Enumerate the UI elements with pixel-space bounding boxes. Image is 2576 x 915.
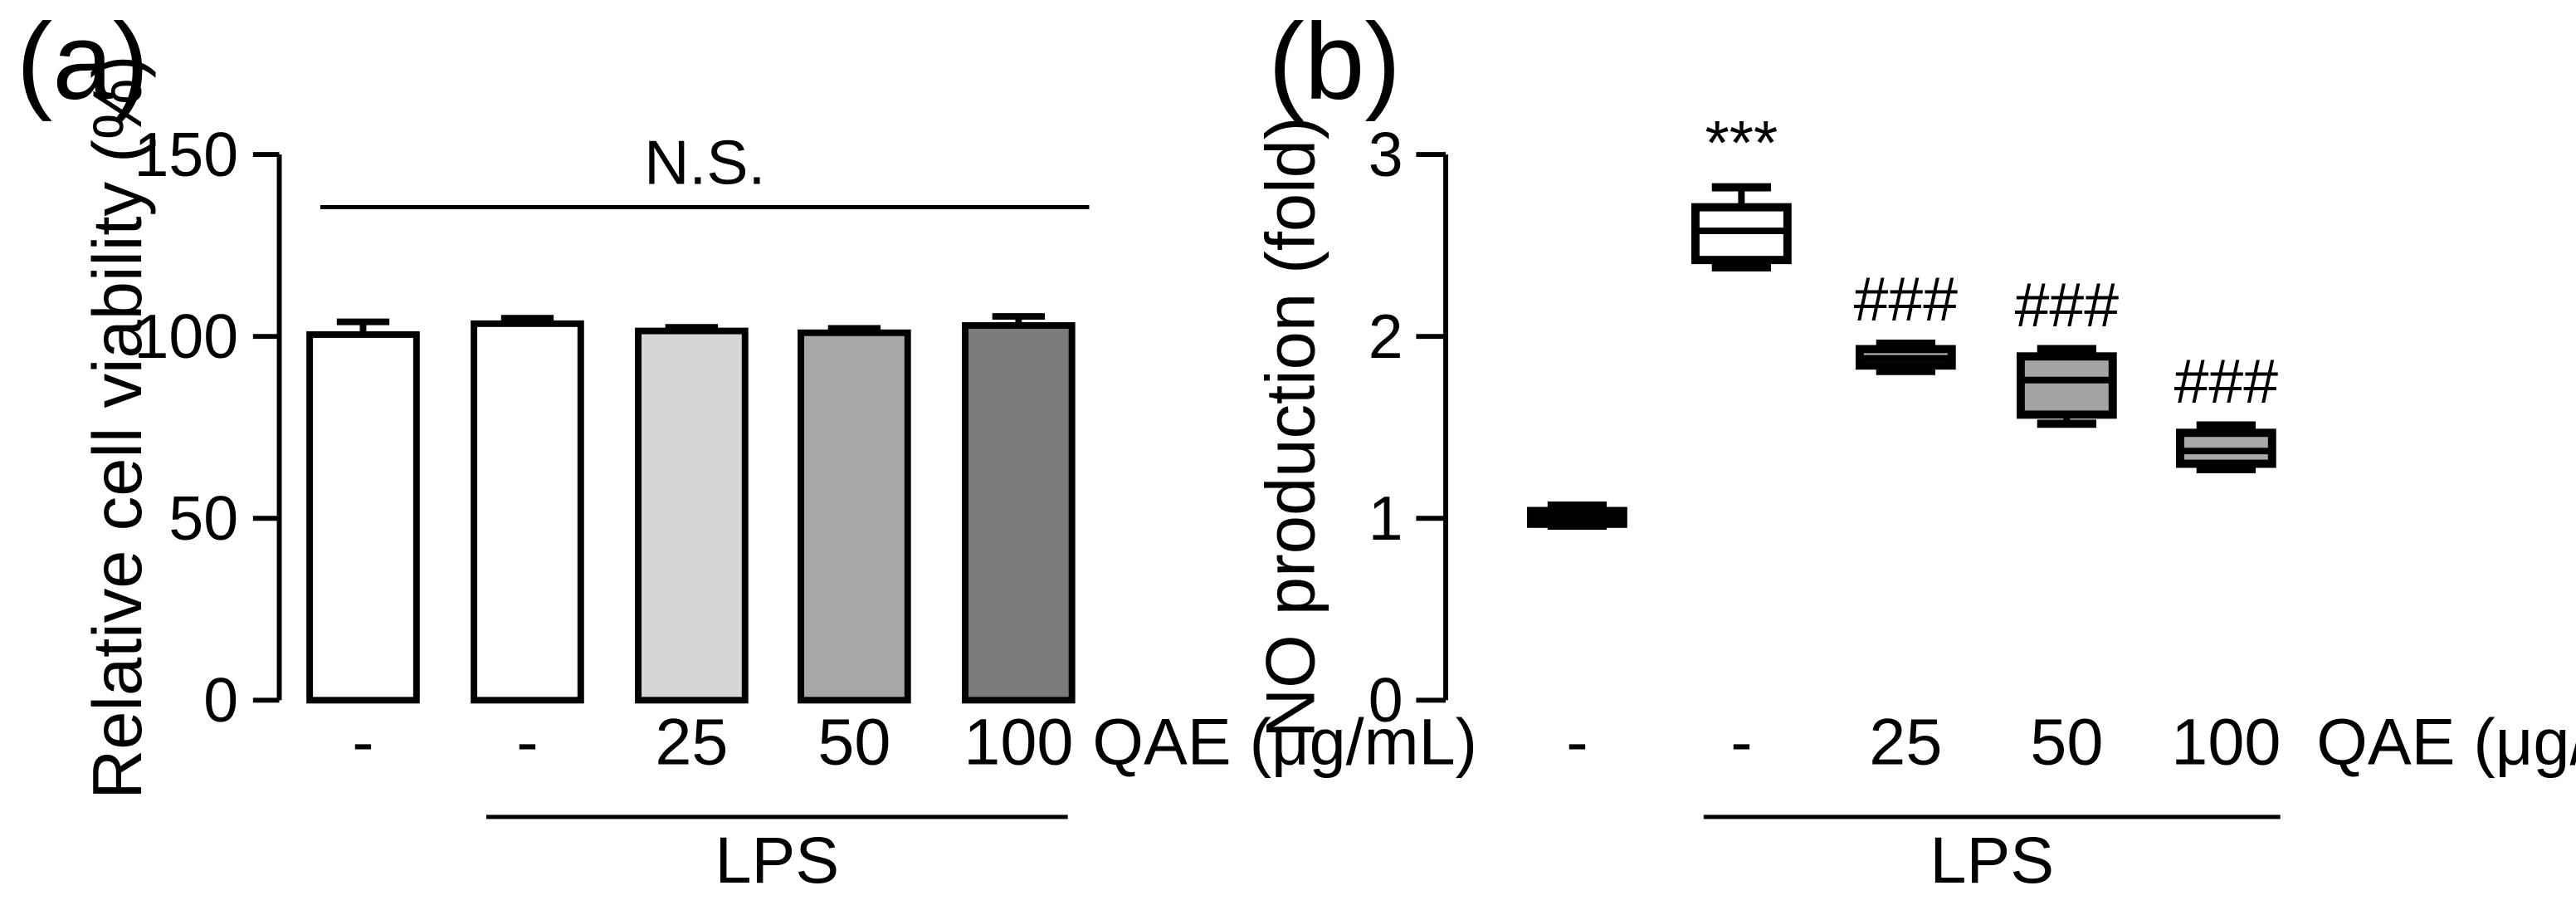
y-axis-label: NO production (fold): [1252, 116, 1329, 737]
lps-group-label: LPS: [1930, 823, 2054, 897]
y-tick-label: 2: [1368, 301, 1403, 371]
bar: [798, 329, 911, 704]
bar: [635, 327, 749, 704]
y-tick-label: 50: [168, 483, 238, 553]
panel-label-a: (a): [17, 1, 149, 122]
category-label: -: [1730, 705, 1752, 779]
panel-label-b: (b): [1268, 1, 1401, 122]
lps-group-label: LPS: [715, 823, 840, 897]
y-tick-label: 0: [203, 665, 238, 735]
panel-b-box-plot: (b) 0 1 2 3 NO production (fold) - *** - ### 25 ###…: [1252, 1, 2576, 897]
ns-annotation: N.S.: [644, 128, 765, 198]
significance-mark: ###: [2015, 270, 2120, 340]
category-label: 50: [817, 705, 890, 779]
category-label: -: [516, 705, 538, 779]
category-label: 25: [1869, 705, 1942, 779]
y-tick-label: 3: [1368, 120, 1403, 189]
category-label: 100: [964, 705, 1073, 779]
bar: [471, 320, 584, 704]
significance-mark: ###: [2174, 346, 2279, 416]
category-label: -: [352, 705, 373, 779]
y-tick-label: 0: [1368, 665, 1403, 735]
category-label: 100: [2171, 705, 2281, 779]
treatment-label: QAE (μg/mL): [2316, 705, 2576, 779]
y-tick-label: 100: [134, 301, 239, 371]
treatment-label: QAE (μg/mL): [1092, 705, 1477, 779]
bar: [306, 331, 420, 704]
y-axis-label: Relative cell viability (%): [79, 56, 156, 800]
category-label: -: [1566, 705, 1588, 779]
significance-mark: ###: [1854, 264, 1959, 334]
category-label: 50: [2030, 705, 2103, 779]
bar: [962, 322, 1076, 704]
y-tick-label: 1: [1368, 483, 1403, 553]
y-tick-label: 150: [134, 120, 239, 189]
box: [2016, 352, 2117, 419]
significance-mark: ***: [1705, 108, 1778, 178]
category-label: 25: [655, 705, 728, 779]
